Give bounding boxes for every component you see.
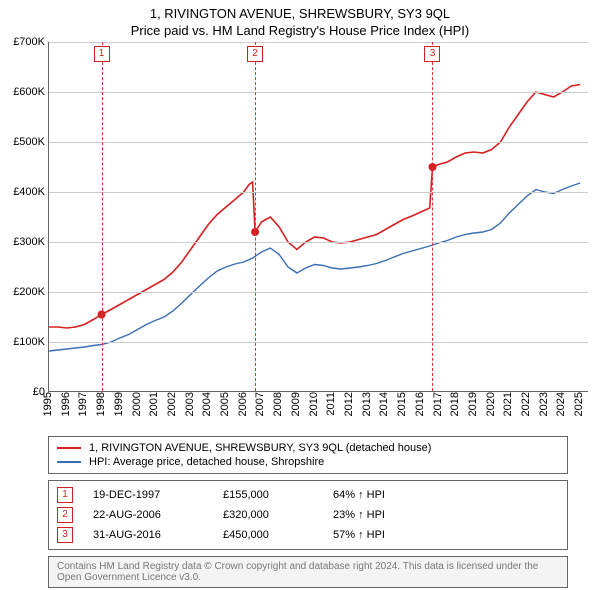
event-badge-icon: 2: [57, 507, 73, 523]
gridline: [49, 92, 588, 93]
gridline: [49, 192, 588, 193]
event-badge-icon: 3: [57, 527, 73, 543]
legend-swatch-hpi: [57, 461, 81, 463]
xtick-label: 2018: [449, 392, 461, 416]
legend-swatch-property: [57, 447, 81, 449]
legend-row-property: 1, RIVINGTON AVENUE, SHREWSBURY, SY3 9QL…: [57, 441, 559, 455]
xtick-label: 1995: [42, 392, 54, 416]
ytick-label: £700K: [1, 36, 45, 48]
xtick-label: 2022: [520, 392, 532, 416]
xtick-label: 1996: [60, 392, 72, 416]
xtick-label: 2023: [538, 392, 550, 416]
series-hpi: [49, 183, 580, 351]
legend-label-property: 1, RIVINGTON AVENUE, SHREWSBURY, SY3 9QL…: [89, 442, 431, 454]
xtick-label: 2015: [396, 392, 408, 416]
event-pct: 23% ↑ HPI: [333, 509, 559, 521]
titles: 1, RIVINGTON AVENUE, SHREWSBURY, SY3 9QL…: [0, 0, 600, 42]
event-pct: 64% ↑ HPI: [333, 489, 559, 501]
legend-row-hpi: HPI: Average price, detached house, Shro…: [57, 455, 559, 469]
event-date: 19-DEC-1997: [93, 489, 203, 501]
legend: 1, RIVINGTON AVENUE, SHREWSBURY, SY3 9QL…: [48, 436, 568, 474]
ytick-label: £300K: [1, 236, 45, 248]
event-badge: 2: [247, 46, 263, 62]
xtick-label: 1997: [77, 392, 89, 416]
event-badge: 3: [424, 46, 440, 62]
xtick-label: 2005: [219, 392, 231, 416]
ytick-label: £200K: [1, 286, 45, 298]
event-date: 22-AUG-2006: [93, 509, 203, 521]
events-row: 2 22-AUG-2006 £320,000 23% ↑ HPI: [57, 505, 559, 525]
event-pct: 57% ↑ HPI: [333, 529, 559, 541]
xtick-label: 2004: [201, 392, 213, 416]
ytick-label: £500K: [1, 136, 45, 148]
ytick-label: £100K: [1, 336, 45, 348]
xtick-label: 2025: [573, 392, 585, 416]
xtick-label: 2014: [378, 392, 390, 416]
xtick-label: 2009: [290, 392, 302, 416]
chart-container: 1, RIVINGTON AVENUE, SHREWSBURY, SY3 9QL…: [0, 0, 600, 590]
ytick-label: £0: [1, 386, 45, 398]
gridline: [49, 242, 588, 243]
x-axis-ticks: 1995199619971998199920002001200220032004…: [48, 392, 588, 428]
event-price: £155,000: [223, 489, 313, 501]
xtick-label: 2024: [555, 392, 567, 416]
legend-label-hpi: HPI: Average price, detached house, Shro…: [89, 456, 324, 468]
xtick-label: 1998: [95, 392, 107, 416]
gridline: [49, 342, 588, 343]
event-line: [255, 42, 256, 391]
xtick-label: 2012: [343, 392, 355, 416]
title-sub: Price paid vs. HM Land Registry's House …: [0, 21, 600, 42]
xtick-label: 2010: [308, 392, 320, 416]
ytick-label: £600K: [1, 86, 45, 98]
attribution: Contains HM Land Registry data © Crown c…: [48, 556, 568, 588]
xtick-label: 2001: [148, 392, 160, 416]
xtick-label: 2007: [254, 392, 266, 416]
event-badge-icon: 1: [57, 487, 73, 503]
gridline: [49, 292, 588, 293]
xtick-label: 2003: [184, 392, 196, 416]
event-badge: 1: [94, 46, 110, 62]
events-row: 1 19-DEC-1997 £155,000 64% ↑ HPI: [57, 485, 559, 505]
event-date: 31-AUG-2016: [93, 529, 203, 541]
xtick-label: 2020: [485, 392, 497, 416]
plot-svg: [49, 42, 588, 391]
xtick-label: 2013: [361, 392, 373, 416]
xtick-label: 1999: [113, 392, 125, 416]
xtick-label: 2019: [467, 392, 479, 416]
event-price: £450,000: [223, 529, 313, 541]
events-table: 1 19-DEC-1997 £155,000 64% ↑ HPI 2 22-AUG-200…: [48, 480, 568, 550]
event-line: [432, 42, 433, 391]
xtick-label: 2016: [414, 392, 426, 416]
xtick-label: 2000: [131, 392, 143, 416]
title-main: 1, RIVINGTON AVENUE, SHREWSBURY, SY3 9QL: [0, 0, 600, 21]
plot-area: £0£100K£200K£300K£400K£500K£600K£700K123: [48, 42, 588, 392]
xtick-label: 2002: [166, 392, 178, 416]
event-price: £320,000: [223, 509, 313, 521]
xtick-label: 2011: [325, 392, 337, 416]
gridline: [49, 142, 588, 143]
xtick-label: 2017: [432, 392, 444, 416]
xtick-label: 2021: [502, 392, 514, 416]
event-line: [102, 42, 103, 391]
events-row: 3 31-AUG-2016 £450,000 57% ↑ HPI: [57, 525, 559, 545]
xtick-label: 2008: [272, 392, 284, 416]
xtick-label: 2006: [237, 392, 249, 416]
gridline: [49, 42, 588, 43]
ytick-label: £400K: [1, 186, 45, 198]
